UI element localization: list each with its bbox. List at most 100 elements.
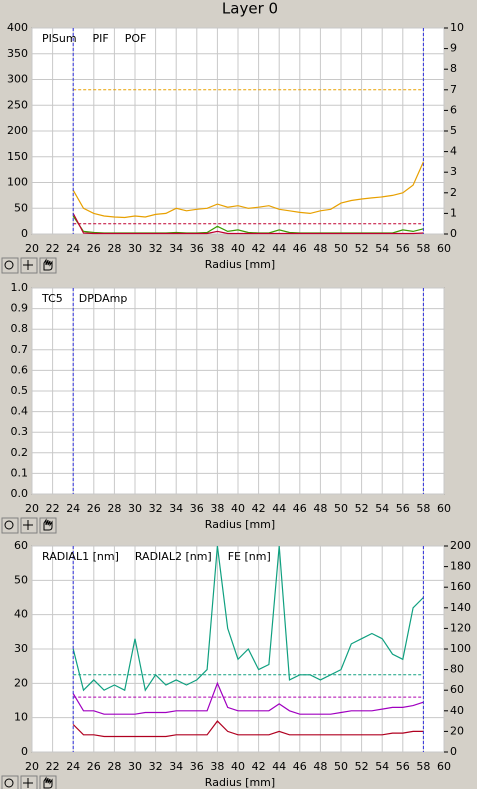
x-tick-label: 36 [190, 760, 204, 773]
y-tick-label: 250 [7, 98, 28, 111]
x-tick-label: 52 [355, 502, 369, 515]
y2-tick-label: 1 [450, 206, 457, 219]
y-tick-label: 300 [7, 73, 28, 86]
y-tick-label: 0.3 [11, 425, 29, 438]
y2-tick-label: 80 [450, 663, 464, 676]
x-tick-label: 52 [355, 242, 369, 255]
y-tick-label: 0 [21, 745, 28, 758]
y-tick-label: 0.8 [11, 322, 29, 335]
x-tick-label: 54 [375, 760, 389, 773]
x-tick-label: 50 [334, 242, 348, 255]
y2-tick-label: 9 [450, 42, 457, 55]
y2-tick-label: 0 [450, 745, 457, 758]
x-tick-label: 28 [107, 760, 121, 773]
series-line [72, 681, 424, 715]
x-tick-label: 20 [25, 242, 39, 255]
y-tick-label: 200 [7, 124, 28, 137]
y-tick-label: 50 [14, 573, 28, 586]
legend-entry: DPDAmp [79, 292, 128, 305]
series-line [72, 213, 424, 235]
x-tick-label: 44 [272, 242, 286, 255]
x-tick-label: 42 [252, 502, 266, 515]
x-tick-label: 52 [355, 760, 369, 773]
x-tick-label: 40 [231, 242, 245, 255]
x-tick-label: 60 [437, 242, 451, 255]
x-tick-label: 54 [375, 242, 389, 255]
y2-tick-label: 120 [450, 621, 471, 634]
legend-entry: POF [125, 32, 147, 45]
x-tick-label: 40 [231, 760, 245, 773]
x-tick-label: 46 [293, 242, 307, 255]
x-tick-label: 32 [149, 760, 163, 773]
x-tick-label: 24 [66, 502, 80, 515]
x-tick-label: 58 [416, 760, 430, 773]
y-tick-label: 0.5 [11, 384, 29, 397]
hand-icon [43, 776, 53, 789]
x-tick-label: 44 [272, 502, 286, 515]
y2-tick-label: 10 [450, 21, 464, 34]
x-tick-label: 34 [169, 760, 183, 773]
x-tick-label: 20 [25, 502, 39, 515]
y2-tick-label: 4 [450, 145, 457, 158]
y-tick-label: 30 [14, 642, 28, 655]
hand-icon [43, 518, 53, 531]
y-tick-label: 40 [14, 608, 28, 621]
toolbar-button[interactable] [1, 517, 19, 534]
legend-entry: PISum [42, 32, 77, 45]
y2-tick-label: 7 [450, 83, 457, 96]
x-tick-label: 56 [396, 502, 410, 515]
x-tick-label: 26 [87, 242, 101, 255]
x-tick-label: 50 [334, 760, 348, 773]
x-tick-label: 30 [128, 502, 142, 515]
y2-tick-label: 0 [450, 227, 457, 240]
x-tick-label: 56 [396, 760, 410, 773]
plus-icon [23, 520, 33, 530]
plus-icon [23, 778, 33, 788]
x-tick-label: 58 [416, 502, 430, 515]
x-tick-label: 60 [437, 502, 451, 515]
x-tick-label: 42 [252, 760, 266, 773]
x-tick-label: 28 [107, 502, 121, 515]
x-tick-label: 28 [107, 242, 121, 255]
y-tick-label: 0.1 [11, 466, 29, 479]
legend-entry: RADIAL1 [nm] [42, 550, 119, 563]
x-tick-label: 24 [66, 242, 80, 255]
x-tick-label: 38 [210, 502, 224, 515]
x-tick-label: 32 [149, 242, 163, 255]
x-tick-label: 36 [190, 242, 204, 255]
y2-tick-label: 5 [450, 124, 457, 137]
y2-tick-label: 20 [450, 724, 464, 737]
hand-icon [43, 258, 53, 271]
y2-tick-label: 200 [450, 539, 471, 552]
x-tick-label: 34 [169, 242, 183, 255]
x-tick-label: 26 [87, 760, 101, 773]
zoom-icon [4, 520, 14, 530]
series-line [72, 161, 424, 219]
zoom-icon [4, 778, 14, 788]
toolbar-button[interactable] [1, 257, 19, 274]
y2-tick-label: 140 [450, 601, 471, 614]
legend-entry: PIF [93, 32, 109, 45]
y2-tick-label: 8 [450, 62, 457, 75]
x-tick-label: 50 [334, 502, 348, 515]
x-tick-label: 42 [252, 242, 266, 255]
x-tick-label: 44 [272, 760, 286, 773]
zoom-icon [4, 260, 14, 270]
y-tick-label: 150 [7, 150, 28, 163]
y-tick-label: 0.6 [11, 363, 29, 376]
y-tick-label: 60 [14, 539, 28, 552]
y-tick-label: 100 [7, 176, 28, 189]
legend-entry: TC5 [41, 292, 63, 305]
x-tick-label: 56 [396, 242, 410, 255]
x-tick-label: 34 [169, 502, 183, 515]
y-tick-label: 0 [21, 227, 28, 240]
y-tick-label: 20 [14, 676, 28, 689]
x-tick-label: 20 [25, 760, 39, 773]
y-tick-label: 1.0 [11, 281, 29, 294]
x-tick-label: 26 [87, 502, 101, 515]
y2-tick-label: 180 [450, 560, 471, 573]
y-tick-label: 0.2 [11, 446, 29, 459]
x-tick-label: 22 [46, 242, 60, 255]
series-line [72, 545, 424, 692]
y2-tick-label: 40 [450, 704, 464, 717]
